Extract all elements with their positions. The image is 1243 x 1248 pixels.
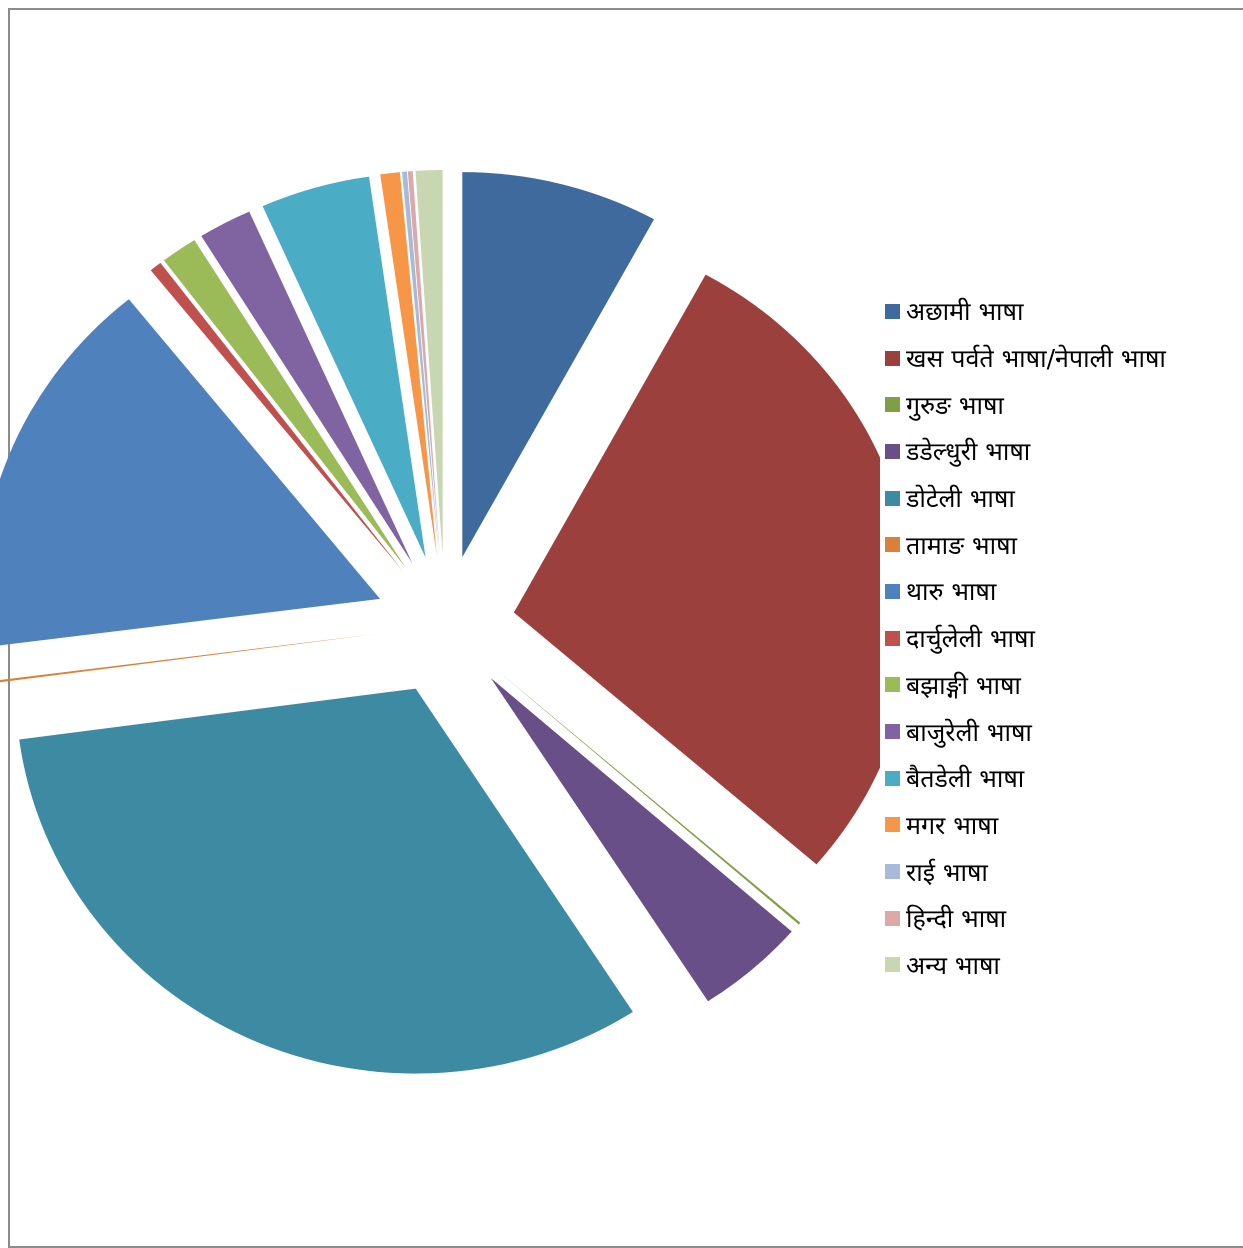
- pie-slice: [380, 172, 437, 556]
- pie-slice: [262, 176, 426, 558]
- legend-item: बाजुरेली भाषा: [885, 708, 1166, 755]
- pie-slice: [462, 172, 655, 558]
- legend-label: थारु भाषा: [906, 577, 997, 607]
- pie-slice: [163, 240, 406, 568]
- legend-item: बैतडेली भाषा: [885, 755, 1166, 802]
- pie-slice: [415, 170, 443, 556]
- pie-slice: [201, 211, 413, 564]
- legend-swatch: [885, 583, 900, 599]
- legend-item: अछामी भाषा: [885, 288, 1166, 335]
- legend-label: बझाङ्गी भाषा: [906, 670, 1021, 700]
- legend-swatch: [885, 350, 900, 366]
- legend-label: अछामी भाषा: [906, 297, 1024, 327]
- legend-item: दार्चुलेली भाषा: [885, 615, 1166, 662]
- legend-swatch: [885, 910, 900, 926]
- legend-label: खस पर्वते भाषा/नेपाली भाषा: [906, 344, 1166, 374]
- legend-swatch: [885, 864, 900, 880]
- legend-label: अन्य भाषा: [906, 950, 1000, 980]
- legend-item: डोटेली भाषा: [885, 475, 1166, 522]
- legend-label: बाजुरेली भाषा: [906, 717, 1032, 747]
- legend-label: बैतडेली भाषा: [906, 764, 1025, 794]
- legend-label: राई भाषा: [906, 857, 988, 887]
- pie-slice: [19, 688, 633, 1074]
- legend-label: गुरुङ भाषा: [906, 390, 1004, 420]
- legend-swatch: [885, 770, 900, 786]
- legend-label: मगर भाषा: [906, 810, 999, 840]
- legend-label: डडेल्धुरी भाषा: [906, 437, 1031, 467]
- chart-legend: अछामी भाषा खस पर्वते भाषा/नेपाली भाषा गुरु…: [885, 288, 1166, 988]
- pie-slice: [490, 677, 792, 1002]
- legend-item: अन्य भाषा: [885, 942, 1166, 989]
- legend-swatch: [885, 397, 900, 413]
- legend-swatch: [885, 817, 900, 833]
- pie-slice: [497, 670, 801, 925]
- legend-item: हिन्दी भाषा: [885, 895, 1166, 942]
- legend-swatch: [885, 537, 900, 553]
- pie-chart: [0, 170, 880, 1074]
- legend-swatch: [885, 630, 900, 646]
- legend-item: खस पर्वते भाषा/नेपाली भाषा: [885, 335, 1166, 382]
- legend-label: दार्चुलेली भाषा: [906, 624, 1035, 654]
- pie-slice: [150, 262, 402, 570]
- legend-swatch: [885, 677, 900, 693]
- legend-item: राई भाषा: [885, 848, 1166, 895]
- legend-item: तामाङ भाषा: [885, 521, 1166, 568]
- legend-swatch: [885, 303, 900, 319]
- pie-slice: [0, 634, 376, 683]
- legend-item: मगर भाषा: [885, 802, 1166, 849]
- legend-item: बझाङ्गी भाषा: [885, 662, 1166, 709]
- legend-item: गुरुङ भाषा: [885, 381, 1166, 428]
- legend-swatch: [885, 490, 900, 506]
- legend-item: थारु भाषा: [885, 568, 1166, 615]
- pie-slice: [0, 299, 381, 646]
- legend-label: तामाङ भाषा: [906, 530, 1017, 560]
- legend-swatch: [885, 724, 900, 740]
- legend-label: हिन्दी भाषा: [906, 904, 1007, 934]
- pie-slice: [407, 171, 440, 556]
- pie-slice: [513, 274, 880, 865]
- legend-item: डडेल्धुरी भाषा: [885, 428, 1166, 475]
- legend-swatch: [885, 957, 900, 973]
- legend-swatch: [885, 443, 900, 459]
- pie-slice: [401, 171, 439, 556]
- legend-label: डोटेली भाषा: [906, 484, 1015, 514]
